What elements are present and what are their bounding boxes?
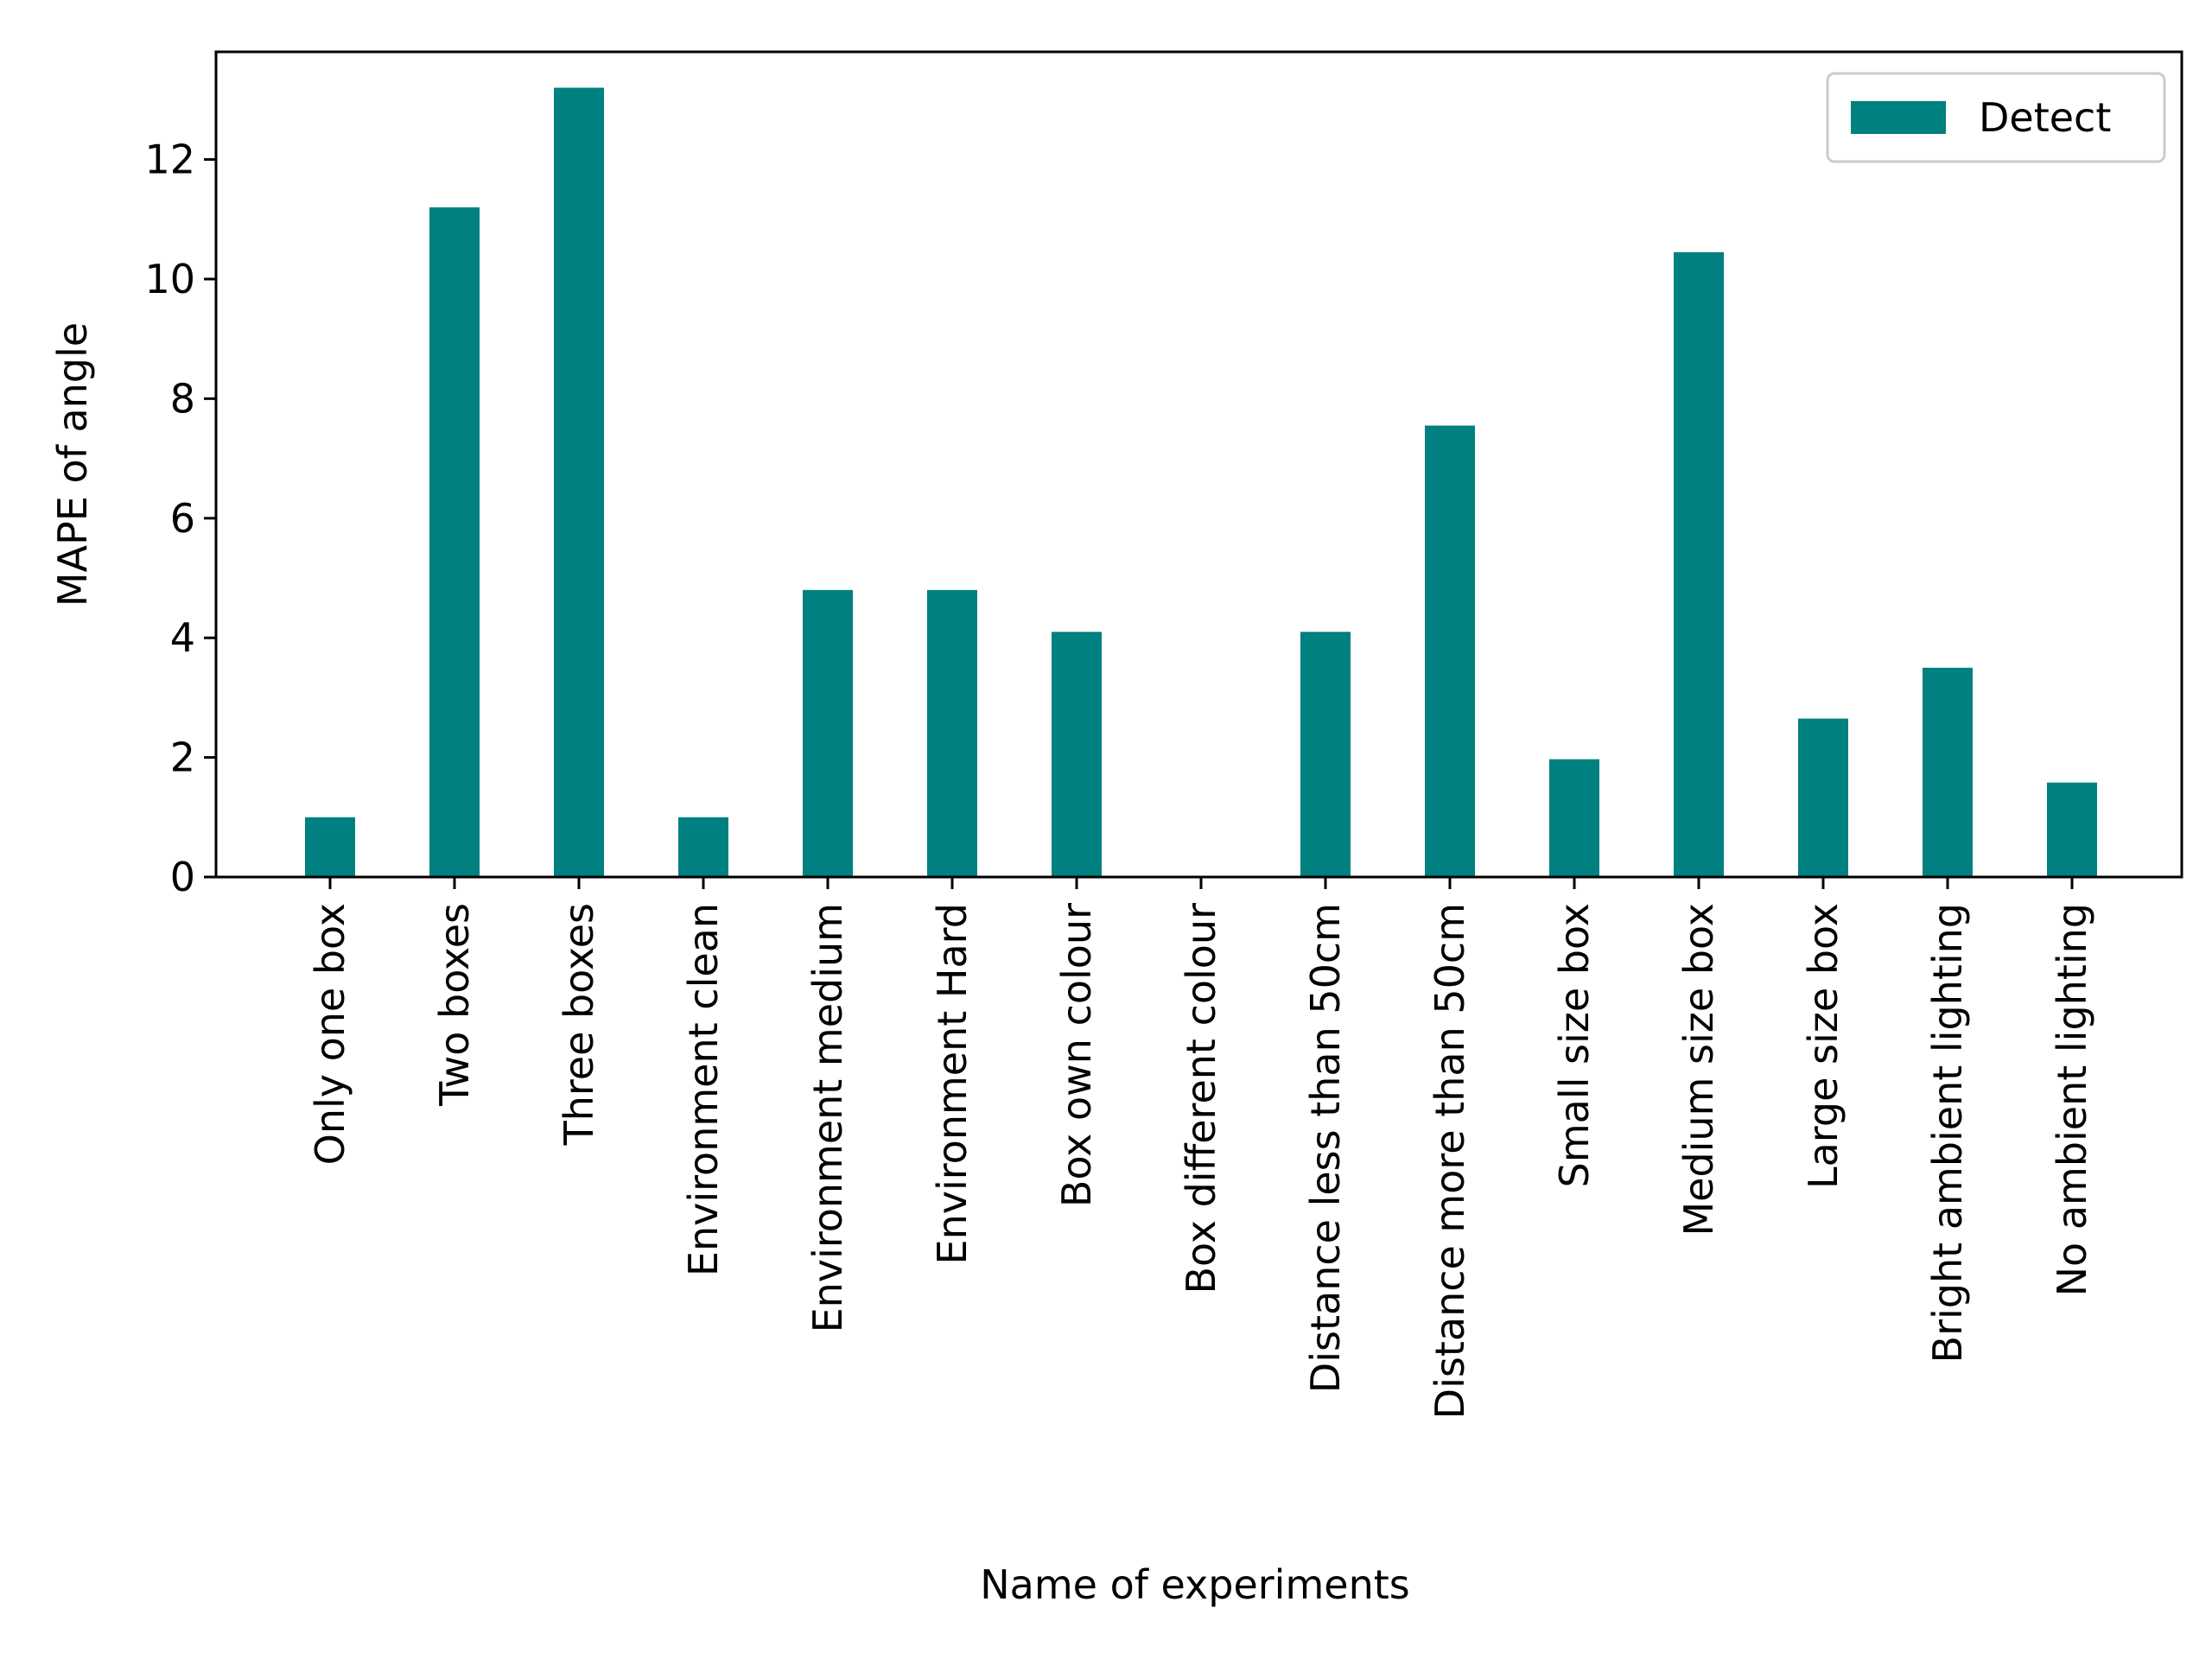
y-tick-label: 6 bbox=[170, 495, 195, 542]
plot-area-frame bbox=[214, 50, 2183, 879]
y-tick-label: 2 bbox=[170, 734, 195, 781]
x-tick-label: Distance more than 50cm bbox=[1427, 903, 1473, 1419]
bar-2 bbox=[429, 207, 480, 877]
x-tick-label: Environment medium bbox=[804, 903, 851, 1332]
y-axis-label: MAPE of angle bbox=[49, 322, 96, 607]
x-tick-label: Distance less than 50cm bbox=[1302, 903, 1349, 1393]
bar-7 bbox=[1052, 632, 1102, 877]
bar-9 bbox=[1300, 632, 1351, 877]
x-tick-label: Box own colour bbox=[1053, 903, 1100, 1207]
x-tick-label: Three boxes bbox=[556, 903, 602, 1146]
bar-13 bbox=[1798, 718, 1848, 877]
y-tick-label: 10 bbox=[144, 256, 195, 302]
legend-box bbox=[1826, 72, 2166, 163]
x-tick-label: No ambient lighting bbox=[2049, 903, 2095, 1296]
bar-4 bbox=[678, 817, 728, 877]
legend: Detect bbox=[1826, 72, 2166, 163]
x-tick-label: Bright ambient lighting bbox=[1924, 903, 1971, 1363]
x-tick-label: Box different colour bbox=[1178, 903, 1224, 1294]
x-tick-label: Large size box bbox=[1800, 903, 1847, 1189]
bar-6 bbox=[927, 589, 977, 877]
x-axis-ticks: Only one box Two boxes Three boxes Environm… bbox=[307, 877, 2095, 1419]
y-tick-label: 8 bbox=[170, 375, 195, 422]
bar-1 bbox=[305, 817, 355, 877]
x-tick-label: Medium size box bbox=[1675, 903, 1722, 1236]
bar-14 bbox=[1923, 667, 1973, 877]
x-tick-label: Environment Hard bbox=[929, 903, 976, 1264]
legend-swatch-detect bbox=[1851, 101, 1946, 134]
x-tick-label: Two boxes bbox=[431, 903, 478, 1107]
bar-10 bbox=[1425, 425, 1475, 877]
y-axis-ticks: 0 2 4 6 8 10 12 bbox=[144, 137, 216, 900]
legend-label-detect: Detect bbox=[1979, 94, 2111, 141]
bar-12 bbox=[1674, 251, 1724, 877]
bar-5 bbox=[803, 589, 853, 877]
x-axis-label: Name of experiments bbox=[980, 1561, 1409, 1608]
bar-15 bbox=[2047, 782, 2097, 877]
y-tick-label: 12 bbox=[144, 137, 195, 183]
x-tick-label: Environment clean bbox=[680, 903, 727, 1276]
bar-3 bbox=[554, 87, 604, 878]
x-tick-label: Only one box bbox=[307, 903, 353, 1165]
y-tick-label: 0 bbox=[170, 854, 195, 900]
y-tick-label: 4 bbox=[170, 614, 195, 661]
bar-11 bbox=[1549, 759, 1599, 877]
x-tick-label: Small size box bbox=[1551, 903, 1598, 1187]
bars-group bbox=[305, 87, 2097, 878]
